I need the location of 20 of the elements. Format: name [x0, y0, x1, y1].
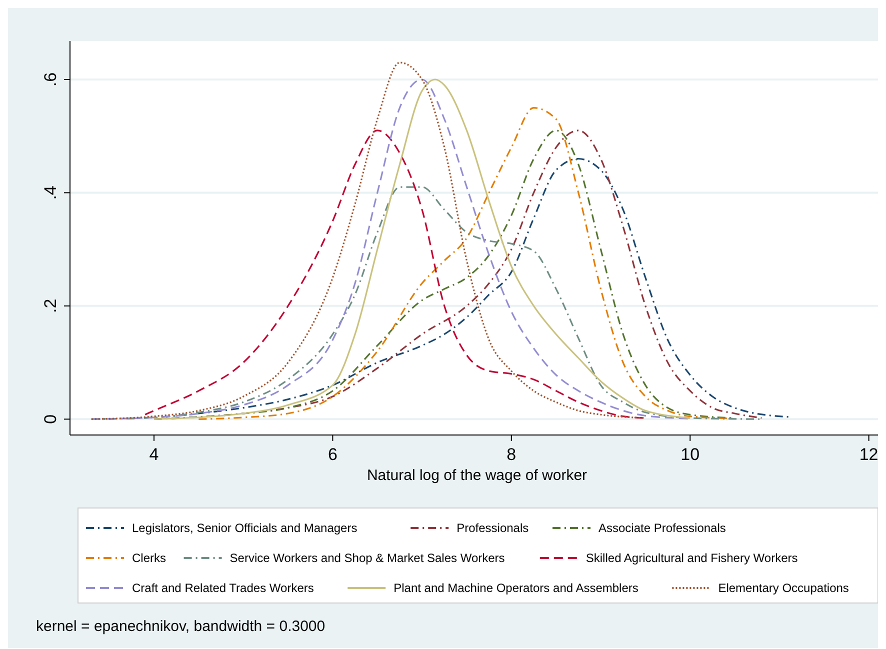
x-axis-title: Natural log of the wage of worker — [366, 467, 588, 484]
legend-label: Clerks — [132, 551, 166, 565]
legend-label: Skilled Agricultural and Fishery Workers — [586, 551, 798, 565]
y-tick-label: .6 — [41, 72, 60, 87]
x-tick-label: 8 — [506, 445, 516, 464]
legend-label: Professionals — [456, 521, 529, 535]
y-tick-label: .2 — [41, 298, 60, 314]
x-tick-label: 10 — [680, 445, 700, 464]
x-tick-label: 6 — [328, 445, 338, 464]
legend-label: Elementary Occupations — [718, 581, 849, 595]
y-tick-label: .4 — [41, 186, 60, 200]
legend-label: Plant and Machine Operators and Assemblers — [394, 581, 638, 595]
x-tick-label: 4 — [149, 445, 159, 464]
y-tick-label: 0 — [41, 414, 60, 424]
legend-label: Service Workers and Shop & Market Sales Workers — [230, 551, 505, 565]
x-tick-label: 12 — [859, 445, 878, 464]
legend-label: Legislators, Senior Officials and Managers — [132, 521, 358, 535]
text: kernel = epanechnikov, bandwidth = 0.3000 — [36, 618, 326, 635]
legend-label: Craft and Related Trades Workers — [132, 581, 314, 595]
legend-label: Associate Professionals — [598, 521, 726, 535]
